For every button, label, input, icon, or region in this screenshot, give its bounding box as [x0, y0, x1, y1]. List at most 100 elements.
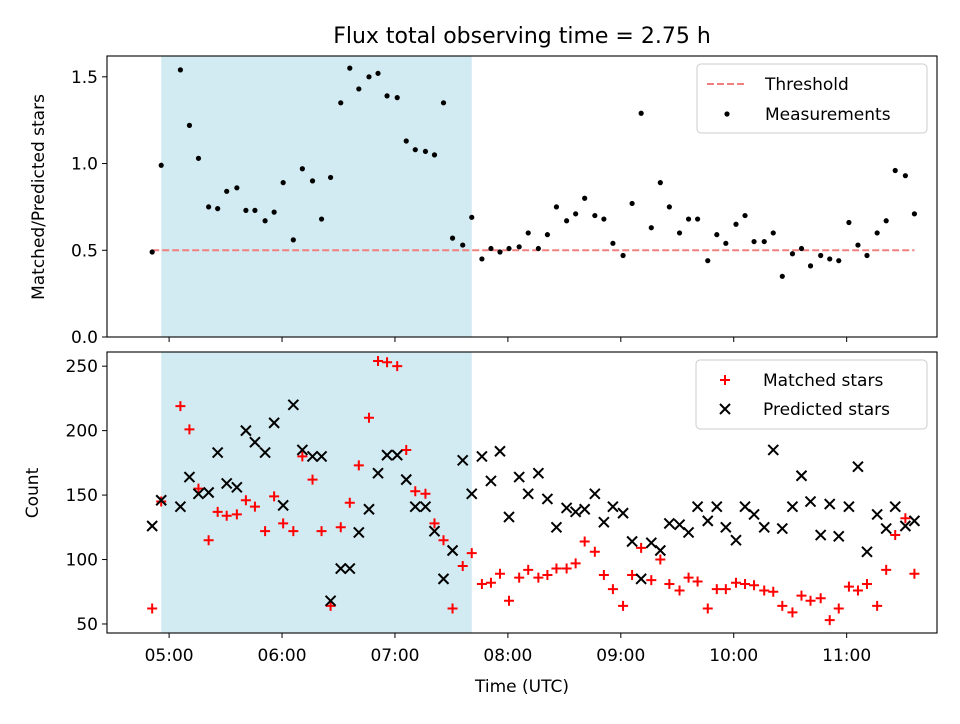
measurement-point — [497, 249, 503, 255]
matched-star-point — [231, 509, 242, 520]
predicted-star-point — [804, 495, 817, 508]
measurement-point — [403, 138, 409, 144]
matched-star-point — [542, 569, 553, 580]
matched-star-point — [683, 572, 694, 583]
matched-star-point — [184, 424, 195, 435]
legend-matched-swatch — [720, 375, 730, 385]
predicted-star-point — [428, 525, 441, 537]
predicted-star-point — [287, 399, 300, 411]
matched-star-point — [344, 497, 355, 508]
matched-star-point — [824, 615, 835, 626]
matched-star-point — [646, 575, 657, 586]
matched-star-point — [392, 361, 403, 372]
measurement-point — [846, 219, 852, 226]
measurement-point — [798, 245, 805, 252]
y-tick-label: 0.0 — [71, 328, 98, 348]
measurement-point — [488, 245, 494, 252]
measurement-point — [892, 167, 898, 174]
matched-star-point — [861, 579, 872, 590]
measurement-point — [714, 232, 720, 238]
matched-star-point — [787, 607, 798, 618]
measurement-point — [479, 256, 485, 262]
predicted-star-point — [871, 508, 883, 521]
predicted-star-point — [324, 595, 337, 607]
matched-star-point — [429, 518, 440, 529]
predicted-star-point — [513, 471, 525, 483]
matched-star-point — [843, 581, 854, 592]
matched-star-point — [212, 506, 223, 517]
matched-star-point — [618, 600, 629, 611]
y-tick-label: 200 — [66, 422, 98, 442]
predicted-star-point — [730, 534, 742, 546]
matched-star-point — [636, 542, 647, 553]
matched-star-point — [589, 546, 600, 557]
predicted-star-point — [739, 500, 751, 513]
matched-star-point — [570, 558, 581, 569]
predicted-star-point — [466, 488, 478, 500]
matched-star-point — [909, 568, 920, 579]
predicted-star-point — [889, 500, 901, 513]
measurement-point — [460, 242, 466, 248]
legend-predicted-swatch — [719, 403, 731, 415]
measurement-point — [469, 214, 475, 220]
matched-star-point — [221, 510, 232, 521]
measurement-point — [149, 249, 155, 255]
measurement-point — [318, 216, 325, 222]
matched-star-point — [674, 585, 685, 596]
measurement-point — [751, 238, 757, 245]
measurement-point — [592, 212, 598, 219]
matched-star-point — [269, 491, 280, 502]
predicted-star-point — [908, 515, 921, 527]
matched-star-point — [476, 579, 487, 590]
bottom-ylabel: Count — [23, 467, 43, 518]
predicted-star-point — [277, 499, 289, 512]
predicted-star-point — [249, 436, 261, 448]
top-y-axis: 0.0 0.5 1.0 1.5 — [71, 68, 107, 348]
matched-star-point — [730, 577, 741, 588]
predicted-star-point — [560, 502, 573, 514]
y-tick-label: 0.5 — [71, 241, 98, 261]
predicted-star-point — [522, 488, 534, 500]
predicted-star-point — [335, 562, 347, 575]
x-axis-label: Time (UTC) — [474, 677, 569, 697]
predicted-star-point — [720, 521, 732, 534]
matched-star-point — [607, 584, 618, 595]
measurement-point — [431, 152, 438, 158]
measurement-point — [375, 70, 381, 76]
y-tick-label: 1.0 — [71, 155, 98, 175]
matched-star-point — [447, 603, 458, 614]
predicted-star-point — [786, 500, 799, 513]
measurement-point — [676, 230, 683, 236]
measurement-point — [629, 200, 635, 207]
matched-star-point — [655, 554, 666, 565]
bottom-y-axis: 50 100 150 200 250 — [66, 357, 107, 635]
top-plot-area — [149, 56, 918, 337]
measurement-point — [290, 237, 296, 243]
measurement-point — [299, 166, 305, 172]
predicted-star-point — [146, 520, 158, 532]
predicted-star-point — [541, 493, 554, 505]
bottom-legend-box — [695, 359, 928, 430]
matched-star-point — [702, 603, 713, 614]
predicted-star-point — [306, 450, 319, 463]
measurement-point — [553, 204, 560, 210]
matched-star-point — [466, 548, 477, 559]
measurement-point — [705, 258, 711, 264]
predicted-star-point — [296, 444, 309, 456]
matched-star-point — [494, 568, 505, 579]
bottom-plot-area — [146, 352, 921, 633]
predicted-star-point — [626, 535, 638, 548]
top-ylabel: Matched/Predicted stars — [29, 94, 49, 300]
measurement-point — [789, 251, 796, 257]
legend-matched-label: Matched stars — [763, 371, 883, 391]
measurement-point — [610, 240, 616, 246]
measurement-point — [638, 110, 644, 116]
predicted-star-point — [494, 445, 506, 457]
top-x-axis — [168, 337, 848, 342]
predicted-star-point — [852, 461, 864, 473]
predicted-star-point — [155, 494, 167, 506]
matched-star-point — [316, 526, 327, 537]
matched-star-point — [561, 563, 572, 574]
matched-star-point — [363, 412, 374, 423]
matched-star-point — [720, 584, 731, 595]
